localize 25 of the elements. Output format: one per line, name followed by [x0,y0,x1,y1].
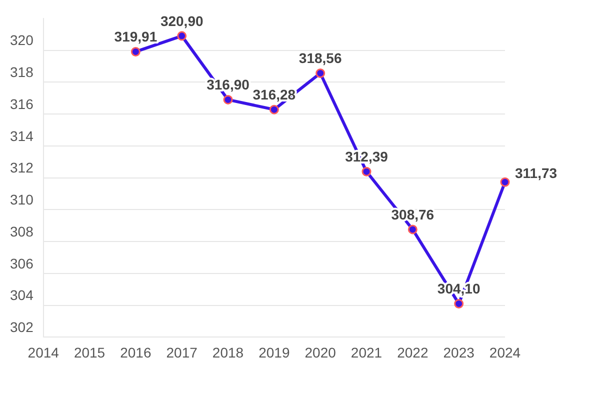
x-tick-label: 2021 [350,344,382,360]
x-tick-label: 2019 [258,344,290,360]
x-tick-label: 2024 [489,344,521,360]
y-tick-label: 318 [10,64,34,80]
y-tick-label: 304 [10,287,34,304]
y-tick-label: 320 [10,32,34,48]
y-tick-label: 314 [10,128,34,144]
x-tick-label: 2016 [120,344,152,360]
x-tick-label: 2023 [443,344,475,360]
x-tick-label: 2020 [304,344,336,360]
x-tick-label: 2015 [74,344,106,360]
y-tick-label: 302 [10,319,34,336]
x-tick-label: 2022 [397,344,428,360]
y-tick-label: 310 [10,192,34,208]
y-tick-label: 308 [10,223,34,240]
y-tick-label: 316 [10,96,34,112]
data-label: 320,90 [160,12,204,29]
data-label: 319,91 [114,28,158,45]
x-tick-label: 2018 [212,344,244,360]
y-tick-label: 306 [10,255,34,272]
data-label: 318,56 [298,50,342,66]
x-tick-label: 2017 [166,344,198,360]
data-label: 311,73 [515,164,558,181]
y-tick-label: 312 [10,160,34,176]
x-tick-label: 2014 [28,344,60,360]
